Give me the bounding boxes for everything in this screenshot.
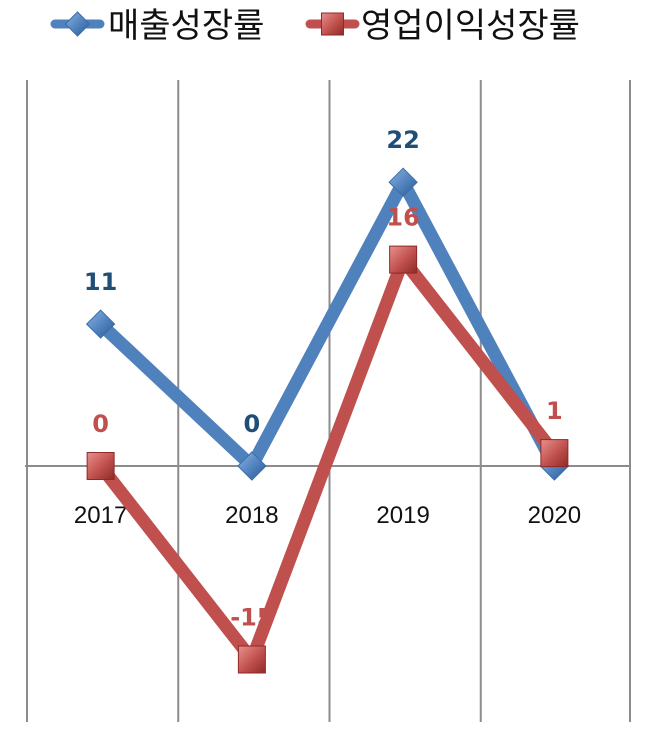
legend: 매출성장률 영업이익성장률 (50, 6, 580, 46)
x-tick-label: 2017 (74, 502, 127, 529)
data-label: 0 (244, 410, 261, 438)
square-marker (237, 645, 266, 674)
series-line (94, 175, 561, 473)
legend-square-marker (321, 12, 344, 36)
series-layer (85, 167, 570, 674)
data-label: -15 (230, 604, 273, 632)
x-tick-label: 2019 (376, 502, 429, 529)
x-tick-label: 2018 (225, 502, 278, 529)
series-operating-profit-growth (86, 245, 569, 674)
square-marker (86, 452, 115, 480)
legend-item: 매출성장률 (50, 6, 264, 46)
diamond-marker (85, 309, 116, 339)
vertical-gridlines (26, 80, 631, 722)
data-label: 16 (386, 204, 419, 232)
diamond-marker (237, 451, 267, 481)
legend-label: 영업이익성장률 (361, 6, 580, 46)
square-marker (389, 245, 418, 274)
data-label: 0 (92, 410, 109, 438)
data-label: 1 (546, 397, 563, 425)
data-label: 22 (386, 126, 419, 154)
data-labels: 11 0 22 0 -15 16 1 (84, 126, 563, 631)
square-marker (540, 439, 569, 468)
data-label: 11 (84, 268, 117, 296)
series-line (94, 253, 561, 666)
series-sales-growth (85, 167, 570, 481)
legend-diamond-marker (64, 11, 91, 37)
legend-label: 매출성장률 (108, 6, 264, 46)
legend-item: 영업이익성장률 (305, 6, 580, 46)
x-tick-label: 2020 (528, 502, 581, 529)
diamond-marker (388, 167, 418, 197)
